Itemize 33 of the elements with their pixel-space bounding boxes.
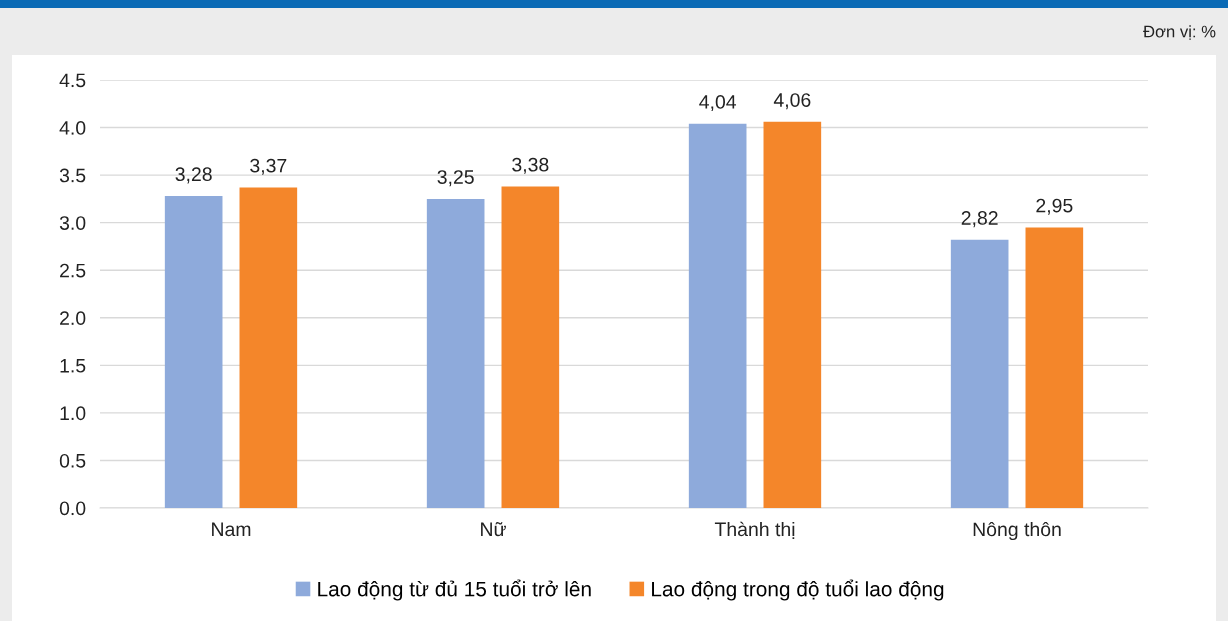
data-label: 2,82 (961, 211, 998, 228)
bar (1025, 227, 1084, 508)
bar (950, 239, 1009, 508)
y-tick-label: 4.5 (59, 73, 86, 88)
x-tick-label: Nam (212, 522, 251, 537)
y-tick-label: 0.0 (59, 501, 86, 516)
y-tick-label: 3.5 (59, 168, 86, 183)
y-tick-label: 0.5 (59, 453, 86, 468)
bar (426, 198, 485, 508)
bar (763, 121, 822, 508)
y-tick-label: 3.0 (59, 216, 86, 230)
y-tick-label: 4.0 (59, 121, 86, 135)
text: Đơn vị: % (1143, 25, 1216, 40)
legend-label: Lao động trong độ tuổi lao động (652, 579, 944, 601)
data-label: 4,04 (699, 95, 737, 112)
x-tick-label: Nữ (481, 522, 506, 537)
y-tick-label: 1.5 (60, 359, 86, 373)
bar (501, 186, 560, 508)
data-label: 4,06 (773, 93, 811, 110)
data-label: 3,28 (175, 167, 212, 184)
data-label: 3,38 (512, 157, 549, 174)
bar (239, 187, 298, 508)
y-tick-label: 2.0 (60, 311, 86, 326)
x-tick-label: Nông thôn (973, 521, 1061, 541)
legend-label: Lao động từ đủ 15 tuổi trở lên (318, 579, 591, 601)
data-label: 3,25 (437, 170, 474, 187)
y-tick-label: 1.0 (60, 406, 86, 421)
y-tick-label: 2.5 (60, 263, 86, 278)
x-tick-label: Thành thị (714, 521, 795, 539)
bar (164, 196, 223, 508)
bar (688, 123, 747, 508)
data-label: 2,95 (1036, 198, 1073, 215)
data-label: 3,37 (250, 158, 287, 175)
